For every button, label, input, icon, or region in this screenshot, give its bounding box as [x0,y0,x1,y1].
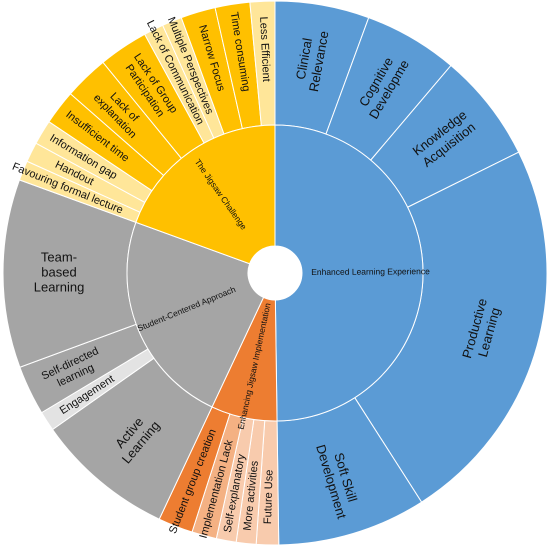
label-clinical-relevance: ClinicalRelevance [292,27,332,93]
label-future-use: Future Use [262,470,276,525]
label-team-based-learning: Team-based Learning [34,250,85,295]
center-hole [248,246,302,300]
label-enhanced-learning-experience: Enhanced Learning Experience [311,266,430,277]
inner-ring [126,124,424,422]
label-productive-learning: ProductiveLearning [459,297,504,364]
label-less-efficient: Less Efficient [257,16,272,82]
